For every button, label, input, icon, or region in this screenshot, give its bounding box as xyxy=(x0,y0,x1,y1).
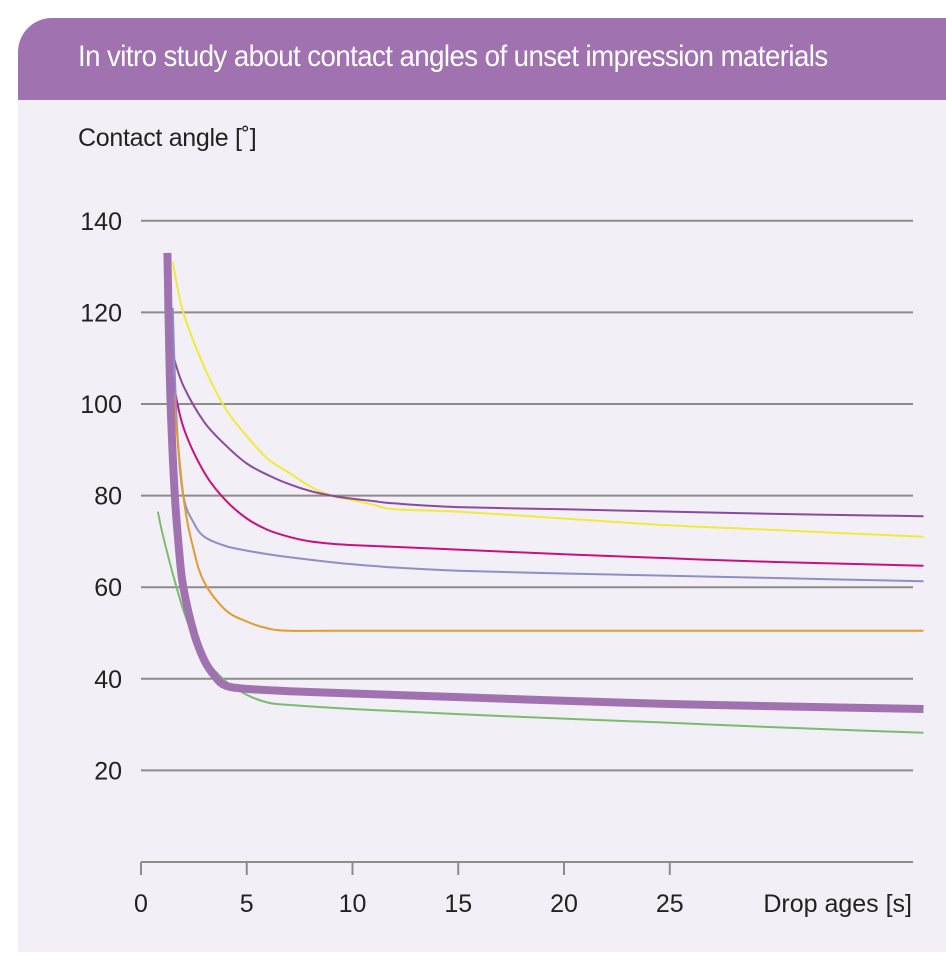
series-lines xyxy=(156,252,924,734)
series-line-magenta xyxy=(167,326,924,567)
x-tick-label: 10 xyxy=(339,890,367,918)
y-tick-label: 40 xyxy=(94,666,122,694)
y-tick-label: 60 xyxy=(94,574,122,602)
x-tick-label: 20 xyxy=(550,890,578,918)
y-tick-label: 100 xyxy=(80,391,122,419)
series-line-lavender xyxy=(171,307,924,583)
title-bar: In vitro study about contact angles of u… xyxy=(18,18,946,100)
x-tick-label: 25 xyxy=(656,890,684,918)
y-tick-label: 140 xyxy=(80,208,122,236)
y-tick-label: 120 xyxy=(80,299,122,327)
series-line-orange xyxy=(171,385,924,632)
x-axis-label: Drop ages [s] xyxy=(763,890,912,918)
series-line-green xyxy=(156,511,924,734)
series-line-yellow xyxy=(171,261,924,538)
chart-title: In vitro study about contact angles of u… xyxy=(78,40,828,73)
series-line-purple xyxy=(167,335,924,518)
y-tick-label: 80 xyxy=(94,483,122,511)
tick-labels: 20 40 60 80 100 120 140 0 5 10 15 20 25 xyxy=(80,208,683,918)
x-tick-label: 15 xyxy=(444,890,472,918)
x-tick-label: 0 xyxy=(134,890,148,918)
y-axis-label: Contact angle [˚] xyxy=(78,124,257,152)
x-tick-label: 5 xyxy=(240,890,254,918)
grid-lines xyxy=(141,219,913,772)
y-tick-label: 20 xyxy=(94,757,122,785)
axes xyxy=(140,861,913,875)
series-line-highlighted xyxy=(163,252,924,713)
